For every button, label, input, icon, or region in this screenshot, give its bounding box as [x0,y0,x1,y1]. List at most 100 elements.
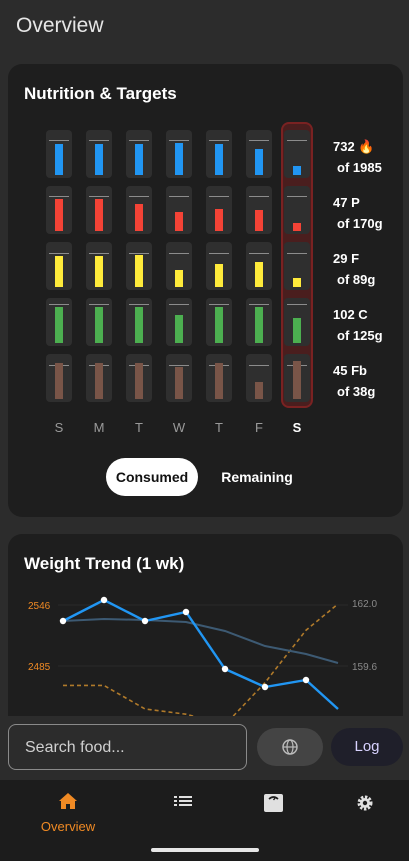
nutrition-cell-fiber [246,354,272,402]
nutrition-bar-calories [255,149,263,175]
nutrition-cell-calories [126,130,152,178]
target-line [209,139,229,141]
nutrition-cell-carbs [284,298,310,346]
nutrition-bar-protein [175,212,183,231]
nutrition-bar-calories [95,144,103,175]
home-indicator [151,848,259,852]
nutrition-cell-fiber [166,354,192,402]
target-line [249,195,269,197]
nutrition-cell-protein [206,186,232,234]
target-line [129,252,149,254]
bottom-navigation: Overview [0,780,409,861]
weight-point [141,617,149,625]
consumed-remaining-toggle: Consumed Remaining [106,458,306,496]
nutrition-cell-fiber [46,354,72,402]
right-axis-tick: 159.6 [352,662,377,673]
nutrition-cell-fiber [284,354,310,402]
target-line [287,195,307,197]
nutrition-cell-calories [166,130,192,178]
nutrition-bar-protein [135,204,143,231]
weight-line [62,598,339,710]
nutrition-cell-carbs [166,298,192,346]
nutrition-bar-calories [215,144,223,175]
day-label: S [292,420,302,435]
search-food-field[interactable] [8,724,247,771]
day-label: T [135,420,143,435]
nutrition-bar-calories [293,166,301,175]
globe-icon [282,739,298,755]
target-line [169,252,189,254]
target-line [169,304,189,306]
nutrition-cell-fiber [86,354,112,402]
consumed-toggle-button[interactable]: Consumed [106,458,198,496]
nutrition-value-fat: 29 F of 89g [333,248,375,290]
target-line [249,365,269,367]
nutrition-bar-fiber [135,363,143,399]
nutrition-cell-fat [86,242,112,290]
nutrition-bar-fiber [175,367,183,399]
nutrition-value-amount: 45 Fb [333,363,367,378]
target-line [249,139,269,141]
nutrition-cell-calories [206,130,232,178]
nutrition-bar-fat [55,256,63,287]
nutrition-cell-fat [126,242,152,290]
nutrition-bar-carbs [215,307,223,343]
remaining-toggle-button[interactable]: Remaining [221,469,293,485]
weight-point [221,665,229,673]
nutrition-cell-carbs [46,298,72,346]
nutrition-value-target: of 38g [337,384,376,399]
day-label: T [215,420,223,435]
nutrition-cell-fat [284,242,310,290]
scale-icon [264,794,283,812]
home-icon [59,793,77,809]
nutrition-cell-calories [284,130,310,178]
page-title: Overview [16,14,104,37]
nutrition-bar-carbs [255,307,263,343]
nutrition-bar-carbs [95,307,103,343]
nutrition-cell-protein [284,186,310,234]
target-line [169,365,189,367]
nutrition-cell-calories [86,130,112,178]
target-line [287,252,307,254]
nutrition-bar-protein [255,210,263,231]
nutrition-bar-fiber [55,363,63,399]
nav-overview[interactable]: Overview [28,790,108,834]
nutrition-bar-calories [135,144,143,175]
nutrition-bar-calories [175,143,183,175]
calorie-trend-line [63,603,339,726]
nutrition-bar-fiber [255,382,263,399]
globe-button[interactable] [257,728,323,766]
weight-point [59,617,67,625]
day-label: W [172,420,186,435]
nutrition-value-target: of 1985 [337,160,382,175]
nutrition-bar-carbs [55,307,63,343]
log-button[interactable]: Log [331,728,403,766]
nutrition-bar-protein [95,199,103,231]
nutrition-bar-fiber [293,361,301,399]
target-line [209,252,229,254]
nav-weight[interactable] [234,790,314,817]
nutrition-value-amount: 732 🔥 [333,139,375,154]
nutrition-bar-protein [215,209,223,231]
nutrition-bar-protein [55,199,63,231]
nav-log-list[interactable] [143,790,223,817]
nutrition-cell-protein [246,186,272,234]
target-line [129,139,149,141]
target-line [49,139,69,141]
nutrition-cell-carbs [126,298,152,346]
target-line [89,195,109,197]
target-line [287,304,307,306]
search-food-input[interactable] [23,725,237,771]
nutrition-cell-fat [206,242,232,290]
nutrition-value-amount: 47 P [333,195,360,210]
nav-settings[interactable] [325,790,405,817]
weight-point [182,608,190,616]
target-line [249,252,269,254]
nutrition-bar-fat [215,264,223,287]
nutrition-bar-carbs [135,307,143,343]
nutrition-cell-calories [246,130,272,178]
nutrition-value-calories: 732 🔥 of 1985 [333,136,382,178]
target-line [169,195,189,197]
nutrition-card: Nutrition & Targets S M T W T F S 732 🔥 of 1985… [8,64,403,517]
target-line [89,304,109,306]
